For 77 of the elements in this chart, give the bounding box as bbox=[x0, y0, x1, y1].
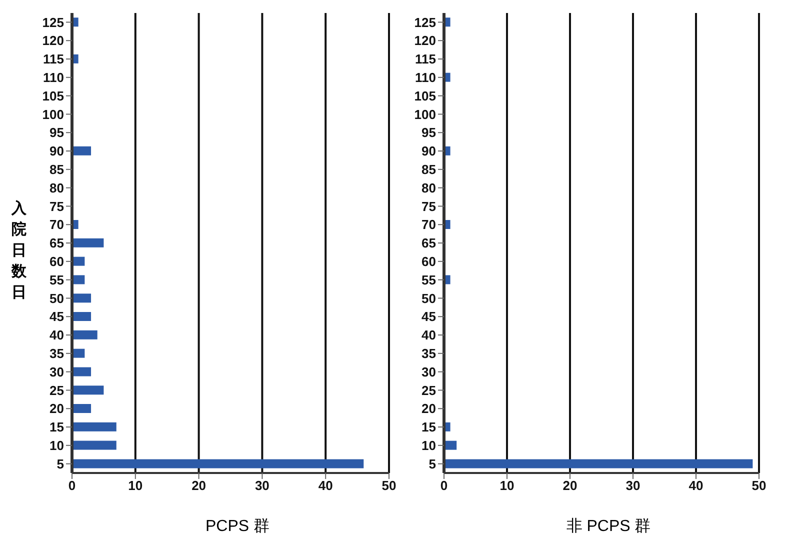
y-tick-label: 120 bbox=[42, 33, 64, 48]
y-tick-label: 100 bbox=[414, 106, 436, 122]
y-tick-label: 10 bbox=[422, 438, 436, 454]
y-tick-label: 105 bbox=[414, 88, 436, 104]
y-tick-label: 5 bbox=[56, 456, 64, 472]
y-tick-label: 75 bbox=[50, 198, 64, 214]
bar bbox=[72, 330, 98, 340]
y-tick-label: 20 bbox=[422, 401, 436, 416]
y-tick-label: 30 bbox=[422, 364, 436, 380]
x-tick-label: 30 bbox=[626, 478, 640, 494]
y-tick-label: 85 bbox=[50, 162, 64, 178]
y-tick-label: 25 bbox=[422, 382, 436, 398]
y-tick-label: 5 bbox=[428, 456, 436, 472]
y-axis-title: 入院日数日 bbox=[10, 199, 28, 303]
bar bbox=[72, 312, 92, 321]
y-tick-label: 125 bbox=[414, 14, 436, 30]
y-tick-label: 110 bbox=[43, 70, 64, 86]
y-tick-label: 115 bbox=[43, 52, 64, 67]
y-tick-label: 55 bbox=[422, 272, 436, 288]
y-tick-label: 10 bbox=[50, 438, 64, 454]
bar bbox=[72, 440, 116, 450]
y-tick-label: 105 bbox=[42, 88, 64, 104]
x-tick-label: 50 bbox=[382, 478, 396, 494]
x-axis-title: PCPS 群 bbox=[204, 517, 270, 537]
bar bbox=[72, 294, 92, 303]
y-tick-label: 55 bbox=[50, 272, 64, 288]
y-tick-label: 80 bbox=[50, 180, 64, 196]
y-tick-label: 70 bbox=[422, 217, 436, 232]
x-tick-label: 0 bbox=[440, 478, 448, 494]
y-tick-label: 80 bbox=[422, 180, 436, 196]
x-tick-label: 30 bbox=[254, 478, 270, 494]
y-tick-label: 25 bbox=[50, 382, 64, 398]
y-tick-label: 35 bbox=[422, 346, 436, 362]
bar bbox=[72, 367, 92, 376]
x-tick-label: 10 bbox=[500, 478, 514, 494]
y-tick-label: 100 bbox=[42, 106, 64, 122]
bar bbox=[72, 386, 104, 395]
x-tick-label: 20 bbox=[192, 478, 206, 494]
x-tick-label: 40 bbox=[318, 478, 333, 494]
y-tick-label: 115 bbox=[415, 52, 436, 67]
y-tick-label: 95 bbox=[50, 125, 64, 140]
y-tick-label: 85 bbox=[422, 162, 436, 178]
y-tick-label: 20 bbox=[50, 401, 64, 416]
y-tick-label: 50 bbox=[422, 290, 436, 306]
bar bbox=[444, 459, 753, 468]
y-tick-label: 110 bbox=[415, 70, 436, 86]
y-tick-label: 90 bbox=[422, 144, 436, 159]
y-tick-label: 15 bbox=[50, 420, 64, 435]
y-tick-label: 60 bbox=[422, 254, 436, 270]
y-tick-label: 15 bbox=[422, 420, 436, 435]
y-tick-label: 75 bbox=[422, 198, 436, 214]
bar bbox=[72, 146, 92, 156]
x-tick-label: 10 bbox=[128, 478, 143, 494]
bar bbox=[72, 422, 116, 432]
x-axis-title: 非 PCPS 群 bbox=[565, 516, 652, 537]
x-tick-label: 50 bbox=[752, 478, 766, 494]
y-tick-label: 120 bbox=[414, 33, 436, 48]
bar bbox=[72, 238, 104, 248]
y-tick-label: 90 bbox=[50, 144, 64, 159]
x-tick-label: 0 bbox=[68, 478, 76, 494]
y-tick-label: 40 bbox=[50, 328, 64, 343]
y-tick-label: 45 bbox=[50, 309, 64, 324]
y-tick-label: 35 bbox=[50, 346, 64, 362]
y-tick-label: 65 bbox=[50, 236, 64, 251]
y-tick-label: 50 bbox=[50, 290, 64, 306]
y-tick-label: 65 bbox=[422, 236, 436, 251]
y-tick-label: 40 bbox=[422, 328, 436, 343]
y-tick-label: 60 bbox=[50, 254, 64, 270]
x-tick-label: 40 bbox=[688, 478, 704, 494]
y-tick-label: 45 bbox=[422, 309, 436, 324]
bar bbox=[72, 404, 92, 413]
bar bbox=[72, 459, 364, 468]
y-tick-label: 125 bbox=[42, 14, 64, 30]
y-tick-label: 70 bbox=[50, 217, 64, 232]
x-tick-label: 20 bbox=[562, 478, 578, 494]
y-tick-label: 95 bbox=[422, 125, 436, 140]
y-tick-label: 30 bbox=[50, 364, 64, 380]
